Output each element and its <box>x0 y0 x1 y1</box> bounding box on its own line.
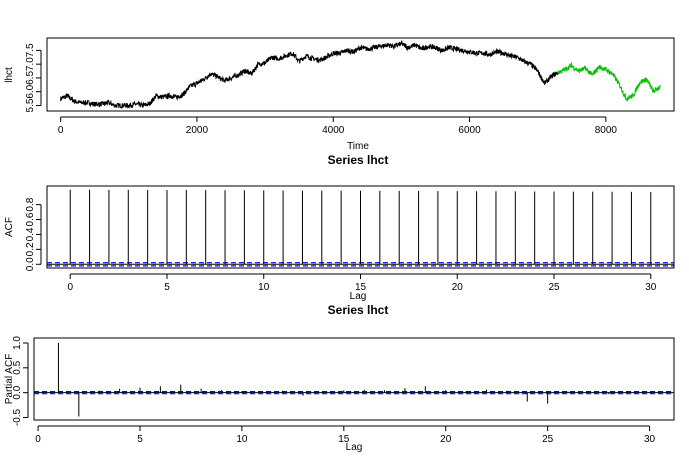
pacf-bars <box>57 342 651 417</box>
pacf-y-tick-label: -0.5 <box>12 408 23 426</box>
pacf-x-axis: 0 5 10 15 20 25 30 <box>35 425 656 445</box>
acf-x-label: Lag <box>350 291 367 302</box>
acf-y-tick-label: 0.0 <box>25 257 36 271</box>
acf-y-axis: 0.00.20.40.60.8 <box>25 197 42 271</box>
acf-x-tick-label: 5 <box>164 282 170 293</box>
pacf-x-tick-label: 0 <box>35 434 41 445</box>
pacf-x-tick-label: 15 <box>338 434 350 445</box>
acf-panel: Series lhct 0 5 10 15 20 25 30 0.00.20.40.60.8… <box>4 153 675 302</box>
time-series-x-tick-label: 6000 <box>458 125 481 136</box>
acf-x-tick-label: 25 <box>548 282 560 293</box>
pacf-y-tick-label: 0.0 <box>12 385 23 399</box>
pacf-x-tick-label: 20 <box>440 434 452 445</box>
acf-title: Series lhct <box>328 153 389 167</box>
time-series-y-axis: 5.56.06.57.07.5 <box>25 43 42 112</box>
time-series-x-label: Time <box>347 141 369 152</box>
pacf-panel: Series lhct 0 5 10 15 20 25 30 -0.5 0.0 0.5 1.0 L… <box>4 303 675 453</box>
acf-x-tick-label: 20 <box>452 282 464 293</box>
time-series-y-tick-label: 6.0 <box>25 84 36 98</box>
time-series-line-2 <box>557 61 661 103</box>
pacf-x-tick-label: 10 <box>236 434 248 445</box>
acf-plot-box <box>46 185 675 269</box>
pacf-y-tick-label: 0.5 <box>12 360 23 374</box>
time-series-line-1 <box>60 39 559 110</box>
pacf-x-tick-label: 30 <box>644 434 656 445</box>
pacf-x-label: Lag <box>346 442 363 453</box>
time-series-y-tick-label: 7.0 <box>25 57 36 71</box>
pacf-plot-box <box>33 337 675 421</box>
acf-y-tick-label: 0.4 <box>25 227 36 241</box>
acf-x-axis: 0 5 10 15 20 25 30 <box>67 273 657 293</box>
acf-x-tick-label: 30 <box>645 282 657 293</box>
time-series-y-label: lhct <box>4 67 15 83</box>
time-series-y-tick-label: 7.5 <box>25 43 36 57</box>
pacf-y-tick-label: 1.0 <box>12 336 23 350</box>
acf-y-tick-label: 0.6 <box>25 212 36 226</box>
time-series-lines <box>60 39 661 110</box>
time-series-x-tick-label: 8000 <box>595 125 618 136</box>
acf-y-tick-label: 0.8 <box>25 197 36 211</box>
time-series-y-tick-label: 5.5 <box>25 98 36 112</box>
pacf-title: Series lhct <box>328 303 389 317</box>
time-series-y-tick-label: 6.5 <box>25 71 36 85</box>
time-series-x-axis: 0 2000 4000 6000 8000 <box>58 116 618 136</box>
time-series-panel: 0 2000 4000 6000 8000 5.56.06.57.07.5 Time l… <box>4 37 675 152</box>
time-series-plot-box <box>46 37 675 112</box>
acf-x-tick-label: 15 <box>355 282 367 293</box>
pacf-confidence-band <box>34 391 674 395</box>
time-series-x-tick-label: 4000 <box>322 125 345 136</box>
acf-bars <box>69 189 652 265</box>
acf-y-tick-label: 0.2 <box>25 242 36 256</box>
time-series-x-tick-label: 0 <box>58 125 64 136</box>
pacf-x-tick-label: 25 <box>542 434 554 445</box>
pacf-x-tick-label: 5 <box>137 434 143 445</box>
pacf-y-label: Partial ACF <box>4 354 15 405</box>
time-series-x-tick-label: 2000 <box>186 125 209 136</box>
acf-y-label: ACF <box>4 217 15 237</box>
pacf-y-axis: -0.5 0.0 0.5 1.0 <box>12 336 29 426</box>
acf-x-tick-label: 0 <box>67 282 73 293</box>
acf-x-tick-label: 10 <box>258 282 270 293</box>
